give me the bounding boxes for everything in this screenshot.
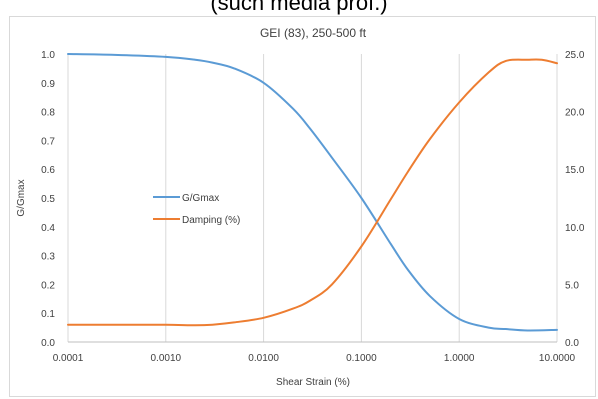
chart-title: GEI (83), 250-500 ft [260,26,367,40]
y2-tick-label-3: 15.0 [565,165,585,176]
y-tick-label-8: 0.8 [41,108,55,119]
y-axis-label: G/Gmax [16,179,27,216]
y-tick-label-5: 0.5 [41,194,55,205]
y2-tick-label-0: 0.0 [565,338,579,349]
x-tick-label-1: 0.0010 [151,353,182,364]
outer-title: (such media prof.) [210,0,388,15]
y-tick-label-3: 0.3 [41,252,55,263]
x-tick-label-4: 1.0000 [444,353,475,364]
y-tick-label-0: 0.0 [41,338,55,349]
x-tick-label-3: 0.1000 [346,353,377,364]
y2-tick-label-5: 25.0 [565,50,585,61]
y-tick-label-6: 0.6 [41,165,55,176]
legend-label-1: Damping (%) [182,215,240,226]
y-tick-label-2: 0.2 [41,280,55,291]
y-tick-label-10: 1.0 [41,50,55,61]
y-tick-label-1: 0.1 [41,309,55,320]
chart-frame [9,16,596,397]
y-tick-label-7: 0.7 [41,136,55,147]
y2-tick-label-1: 5.0 [565,280,579,291]
y2-tick-label-2: 10.0 [565,223,585,234]
y2-tick-label-4: 20.0 [565,108,585,119]
series-line-1 [67,58,558,327]
x-tick-label-2: 0.0100 [248,353,279,364]
x-tick-label-0: 0.0001 [53,353,84,364]
x-tick-label-5: 10.0000 [539,353,576,364]
legend-label-0: G/Gmax [182,193,219,204]
x-axis-label: Shear Strain (%) [276,377,350,388]
series-layer [67,53,558,332]
tick-labels: 0.0001 0.0010 0.0100 0.1000 1.0000 10.0000 0.0… [41,50,585,364]
y-tick-label-4: 0.4 [41,223,55,234]
legend: G/Gmax Damping (%) [153,193,240,226]
series-line-0 [67,53,558,332]
y-tick-label-9: 0.9 [41,79,55,90]
